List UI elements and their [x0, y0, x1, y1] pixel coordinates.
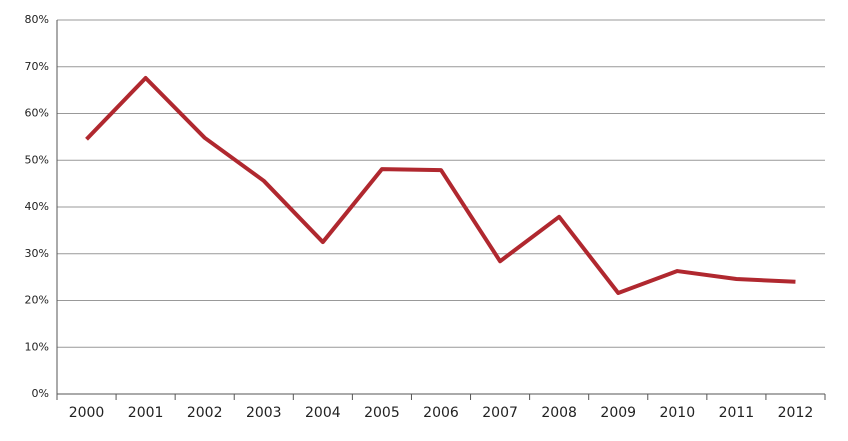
x-tick-label: 2008 [541, 405, 577, 421]
x-tick-label: 2007 [482, 405, 518, 421]
y-tick-label: 20% [25, 294, 49, 307]
y-tick-label: 10% [25, 340, 49, 353]
y-tick-label: 60% [25, 107, 49, 120]
y-tick-label: 40% [25, 200, 49, 213]
x-tick-label: 2001 [128, 405, 164, 421]
x-tick-label: 2003 [246, 405, 282, 421]
x-tick-label: 2009 [600, 405, 636, 421]
y-tick-label: 0% [32, 387, 49, 400]
x-tick-label: 2011 [719, 405, 755, 421]
y-tick-label: 50% [25, 153, 49, 166]
y-tick-label: 70% [25, 60, 49, 73]
x-tick-label: 2005 [364, 405, 400, 421]
data-line [85, 75, 796, 296]
x-tick-label: 2000 [69, 405, 105, 421]
x-tick-label: 2010 [659, 405, 695, 421]
x-tick-label: 2012 [778, 405, 814, 421]
x-tick-label: 2004 [305, 405, 341, 421]
y-tick-label: 30% [25, 247, 49, 260]
x-tick-label: 2002 [187, 405, 223, 421]
x-tick-label: 2006 [423, 405, 459, 421]
y-tick-label: 80% [25, 13, 49, 26]
